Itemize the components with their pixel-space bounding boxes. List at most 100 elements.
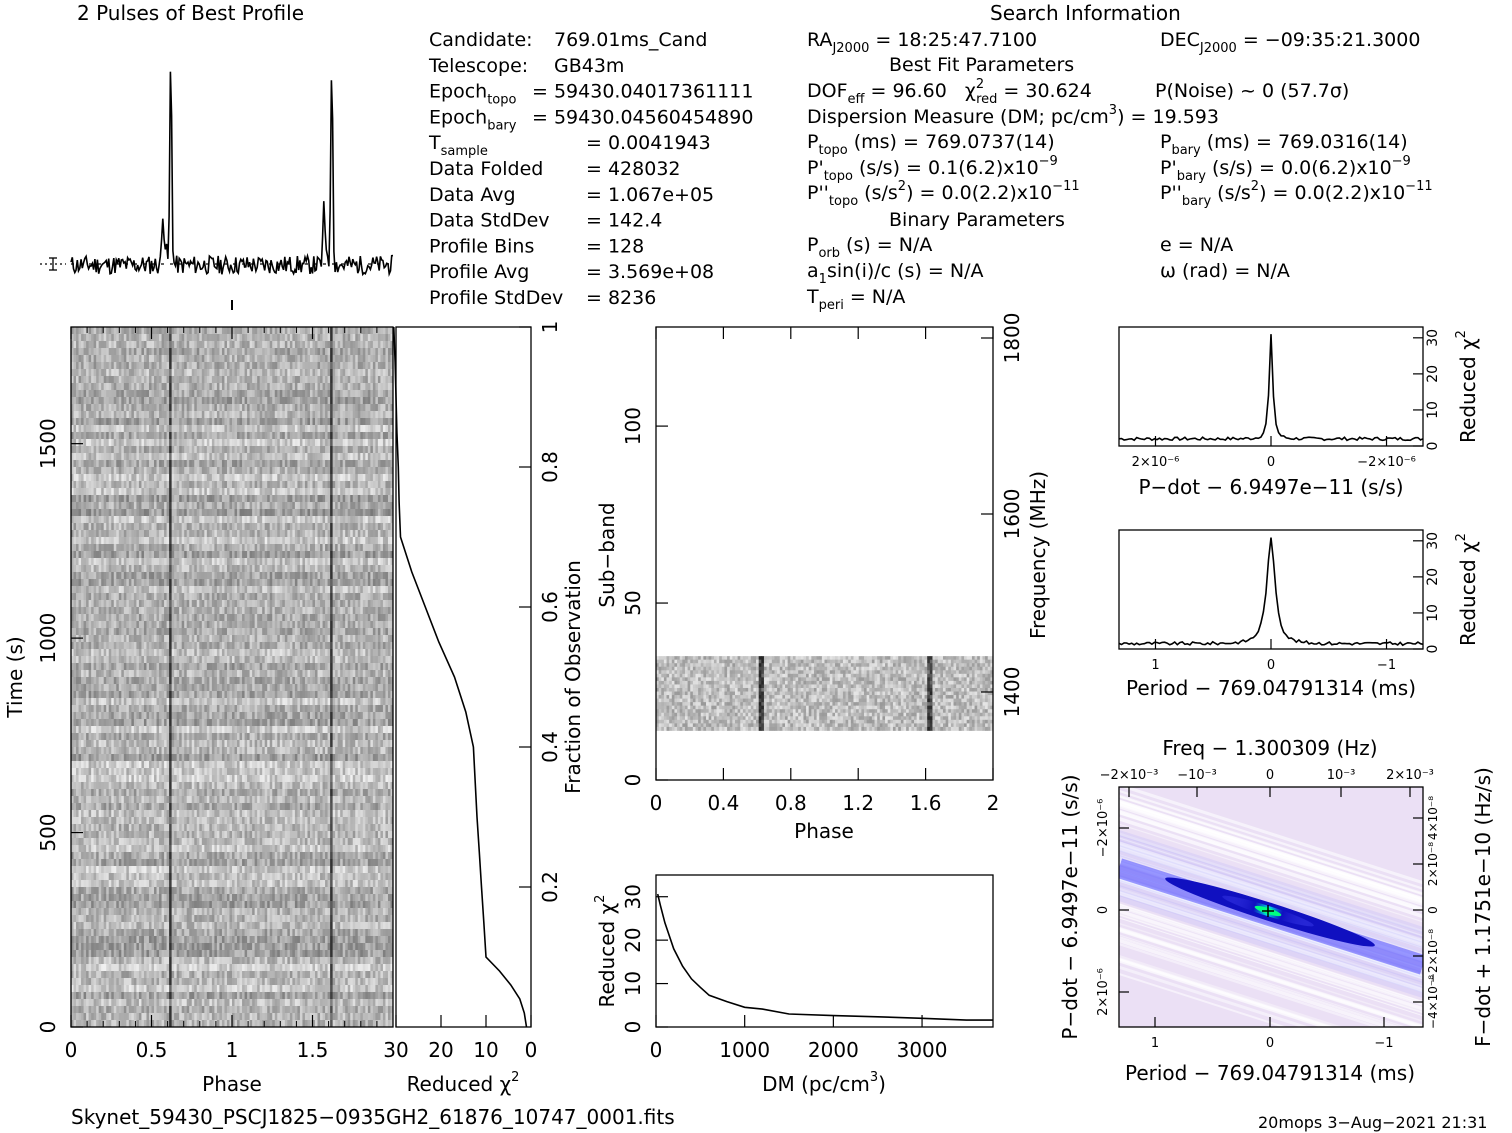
time-phase-cell (222, 327, 225, 334)
time-phase-cell (333, 404, 336, 411)
time-phase-cell (310, 474, 313, 481)
time-phase-cell (91, 495, 94, 502)
time-phase-cell (189, 425, 192, 432)
time-phase-cell (219, 551, 222, 558)
time-phase-cell (169, 530, 172, 537)
time-phase-cell (146, 439, 149, 446)
time-phase-cell (182, 523, 185, 530)
time-phase-cell (174, 432, 177, 439)
time-phase-cell (86, 523, 89, 530)
time-phase-cell (114, 572, 117, 579)
time-phase-cell (260, 593, 263, 600)
time-phase-cell (94, 537, 97, 544)
time-phase-cell (177, 327, 180, 334)
time-phase-cell (315, 348, 318, 355)
time-phase-cell (74, 537, 77, 544)
time-phase-cell (199, 446, 202, 453)
time-phase-cell (152, 397, 155, 404)
time-phase-cell (348, 376, 351, 383)
time-phase-cell (162, 355, 165, 362)
time-phase-cell (257, 341, 260, 348)
time-phase-cell (187, 327, 190, 334)
time-phase-cell (109, 530, 112, 537)
time-phase-cell (300, 404, 303, 411)
time-phase-cell (335, 530, 338, 537)
time-phase-cell (270, 551, 273, 558)
time-phase-cell (385, 432, 388, 439)
time-phase-cell (368, 390, 371, 397)
time-phase-cell (272, 579, 275, 586)
time-phase-cell (101, 348, 104, 355)
time-phase-cell (179, 558, 182, 565)
time-phase-cell (99, 558, 102, 565)
time-phase-cell (277, 579, 280, 586)
time-phase-cell (348, 474, 351, 481)
time-phase-cell (99, 523, 102, 530)
time-phase-cell (99, 586, 102, 593)
time-phase-cell (358, 565, 361, 572)
time-phase-cell (247, 467, 250, 474)
time-phase-cell (275, 516, 278, 523)
time-phase-cell (252, 565, 255, 572)
time-phase-cell (109, 418, 112, 425)
time-phase-cell (307, 411, 310, 418)
time-phase-cell (104, 593, 107, 600)
time-phase-cell (214, 530, 217, 537)
time-phase-cell (222, 488, 225, 495)
time-phase-cell (222, 502, 225, 509)
time-phase-cell (320, 383, 323, 390)
time-phase-cell (360, 411, 363, 418)
time-phase-cell (104, 572, 107, 579)
time-phase-cell (134, 418, 137, 425)
time-phase-cell (89, 537, 92, 544)
time-phase-cell (131, 565, 134, 572)
time-phase-cell (172, 551, 175, 558)
time-phase-cell (149, 544, 152, 551)
time-phase-cell (76, 404, 79, 411)
time-phase-cell (280, 495, 283, 502)
time-phase-cell (255, 327, 258, 334)
time-phase-cell (275, 565, 278, 572)
time-phase-cell (375, 460, 378, 467)
time-phase-cell (378, 355, 381, 362)
time-phase-cell (109, 334, 112, 341)
time-phase-cell (154, 446, 157, 453)
time-phase-cell (290, 397, 293, 404)
time-phase-cell (144, 446, 147, 453)
time-phase-cell (194, 523, 197, 530)
time-phase-cell (172, 404, 175, 411)
time-phase-cell (302, 481, 305, 488)
time-phase-cell (340, 544, 343, 551)
time-phase-cell (184, 516, 187, 523)
time-phase-cell (350, 453, 353, 460)
time-phase-cell (89, 390, 92, 397)
time-phase-cell (157, 383, 160, 390)
time-phase-cell (378, 404, 381, 411)
time-phase-cell (385, 474, 388, 481)
time-phase-cell (300, 446, 303, 453)
time-phase-cell (287, 488, 290, 495)
time-phase-cell (222, 376, 225, 383)
time-phase-cell (252, 572, 255, 579)
time-phase-cell (114, 551, 117, 558)
time-phase-cell (169, 411, 172, 418)
time-phase-cell (378, 397, 381, 404)
time-phase-cell (235, 516, 238, 523)
time-phase-cell (365, 418, 368, 425)
time-phase-cell (360, 495, 363, 502)
time-phase-cell (114, 432, 117, 439)
time-phase-cell (378, 460, 381, 467)
time-phase-cell (267, 488, 270, 495)
time-phase-cell (305, 327, 308, 334)
time-phase-cell (116, 551, 119, 558)
time-phase-cell (131, 586, 134, 593)
time-phase-cell (345, 432, 348, 439)
time-phase-cell (101, 467, 104, 474)
time-phase-cell (119, 558, 122, 565)
time-phase-cell (106, 551, 109, 558)
time-phase-cell (149, 586, 152, 593)
time-phase-cell (378, 579, 381, 586)
time-phase-cell (270, 530, 273, 537)
time-phase-cell (169, 516, 172, 523)
time-phase-cell (320, 502, 323, 509)
